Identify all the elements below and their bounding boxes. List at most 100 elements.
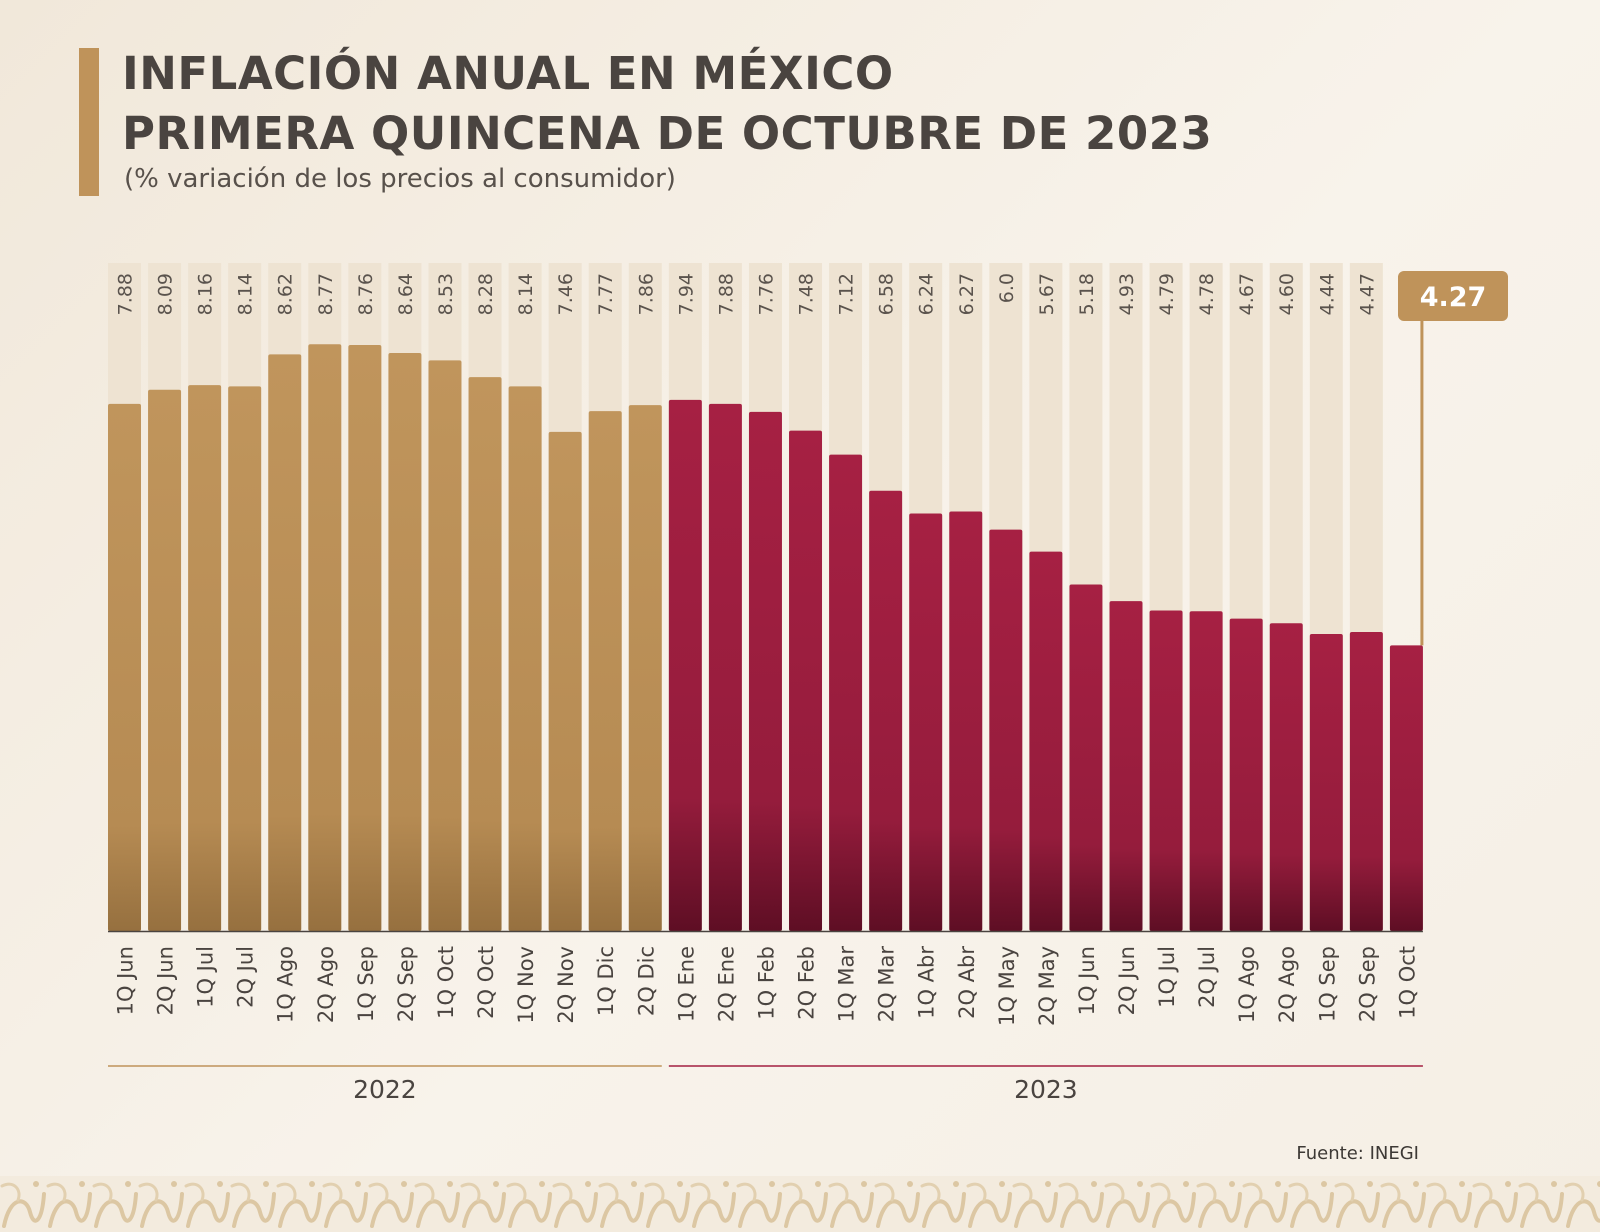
x-tick-label: 2Q Sep	[1355, 946, 1379, 1022]
x-tick-label: 2Q Sep	[394, 946, 418, 1022]
x-tick-label: 2Q Ene	[714, 946, 738, 1022]
bar	[468, 377, 502, 931]
title-line-1: INFLACIÓN ANUAL EN MÉXICO	[122, 47, 894, 100]
bar	[1189, 611, 1223, 931]
x-tick-label: 1Q Oct	[434, 946, 458, 1019]
x-tick-labels: 1Q Jun 2Q Jun 1Q Jul 2Q Jul 1Q Ago 2Q Ago 1Q S…	[114, 946, 1420, 1026]
x-tick-label: 1Q Ago	[274, 946, 298, 1023]
x-tick-label: 1Q Oct	[1395, 946, 1419, 1019]
bar	[1349, 631, 1383, 931]
title-line-2: PRIMERA QUINCENA DE OCTUBRE DE 2023	[122, 107, 1213, 160]
x-tick-label: 2Q Ago	[1275, 946, 1299, 1023]
bar	[1069, 584, 1103, 931]
value-label: 4.78	[1196, 273, 1218, 315]
bar	[1389, 645, 1423, 931]
value-label: 6.0	[996, 273, 1018, 303]
bar	[348, 344, 382, 931]
bar	[228, 386, 262, 932]
value-label: 4.79	[1156, 273, 1178, 315]
highlight-callout: 4.27	[1398, 271, 1508, 646]
x-tick-label: 1Q Dic	[594, 946, 618, 1016]
x-tick-label: 1Q Jul	[194, 946, 218, 1008]
value-label: 8.14	[235, 273, 257, 315]
value-label: 4.93	[1116, 273, 1138, 315]
value-label: 6.24	[916, 273, 938, 315]
bar	[1269, 623, 1303, 931]
x-tick-label: 1Q Ago	[1235, 946, 1259, 1023]
inflation-bar-chart: 7.88 8.09 8.16 8.14 8.62 8.77 8.76 8.64 8.53 8.28…	[108, 263, 1508, 1104]
bars	[108, 344, 1423, 933]
x-tick-label: 1Q Jun	[1075, 946, 1099, 1015]
value-label: 5.18	[1076, 273, 1098, 315]
bar	[388, 352, 422, 931]
x-tick-label: 2Q May	[1035, 946, 1059, 1026]
x-tick-label: 2Q Feb	[795, 946, 819, 1020]
x-tick-label: 2Q Dic	[634, 946, 658, 1016]
x-tick-label: 2Q Jul	[1195, 946, 1219, 1008]
bar	[1149, 610, 1183, 931]
x-tick-label: 1Q Sep	[1315, 946, 1339, 1022]
value-label: 8.09	[155, 273, 177, 315]
x-tick-label: 2Q Jun	[154, 946, 178, 1015]
x-tick-label: 1Q Feb	[754, 946, 778, 1020]
year-group-label: 2022	[353, 1075, 417, 1104]
x-tick-label: 1Q Ene	[674, 946, 698, 1022]
value-label: 7.94	[675, 273, 697, 315]
bar	[428, 360, 462, 931]
bar	[829, 454, 863, 931]
x-tick-label: 2Q Mar	[875, 946, 899, 1023]
value-label: 7.46	[555, 273, 577, 315]
x-tick-label: 2Q Oct	[474, 946, 498, 1019]
value-label: 5.67	[1036, 273, 1058, 315]
value-label: 8.62	[275, 273, 297, 315]
bar	[308, 344, 342, 931]
page-title: INFLACIÓN ANUAL EN MÉXICO PRIMERA QUINCE…	[122, 44, 1212, 164]
decorative-pattern-band	[0, 1176, 1600, 1232]
value-label: 6.58	[876, 273, 898, 315]
value-label: 4.60	[1276, 273, 1298, 315]
bar	[548, 431, 582, 931]
value-label: 4.44	[1316, 273, 1338, 315]
value-label: 7.86	[635, 273, 657, 315]
value-label: 8.76	[355, 273, 377, 315]
value-label: 7.12	[836, 273, 858, 315]
value-label: 4.47	[1356, 273, 1378, 315]
x-tick-label: 2Q Nov	[554, 946, 578, 1024]
bar	[949, 511, 983, 931]
bar	[789, 430, 823, 931]
x-tick-label: 1Q Abr	[915, 946, 939, 1019]
value-label: 8.14	[515, 273, 537, 315]
source-note: Fuente: INEGI	[1296, 1143, 1419, 1164]
value-label: 8.16	[195, 273, 217, 315]
bar	[1309, 633, 1343, 931]
x-tick-label: 1Q Jun	[114, 946, 138, 1015]
bar	[989, 529, 1023, 931]
value-label: 6.27	[956, 273, 978, 315]
x-tick-label: 1Q Nov	[514, 946, 538, 1024]
page-subtitle: (% variación de los precios al consumido…	[124, 164, 676, 194]
bar	[748, 411, 782, 932]
bar	[588, 411, 622, 931]
x-tick-label: 2Q Jul	[234, 946, 258, 1008]
x-tick-label: 2Q Jun	[1115, 946, 1139, 1015]
x-tick-label: 1Q Jul	[1155, 946, 1179, 1008]
value-label: 7.76	[755, 273, 777, 315]
bar	[1109, 601, 1143, 931]
bar	[188, 385, 222, 931]
bar	[148, 389, 182, 931]
value-label: 8.64	[395, 273, 417, 315]
bar	[869, 490, 903, 931]
x-tick-label: 1Q May	[995, 946, 1019, 1026]
x-tick-label: 1Q Mar	[835, 946, 859, 1023]
year-group-label: 2023	[1014, 1075, 1078, 1104]
bar	[628, 405, 662, 931]
bar	[1229, 618, 1263, 931]
bar	[708, 403, 742, 931]
value-label: 7.88	[715, 273, 737, 315]
title-accent-bar	[79, 48, 99, 196]
bar	[909, 513, 943, 931]
value-labels: 7.88 8.09 8.16 8.14 8.62 8.77 8.76 8.64 8.53 8.28…	[115, 273, 1379, 315]
year-groups: 2022 2023	[108, 1065, 1423, 1104]
bar	[268, 354, 302, 931]
x-tick-label: 1Q Sep	[354, 946, 378, 1022]
